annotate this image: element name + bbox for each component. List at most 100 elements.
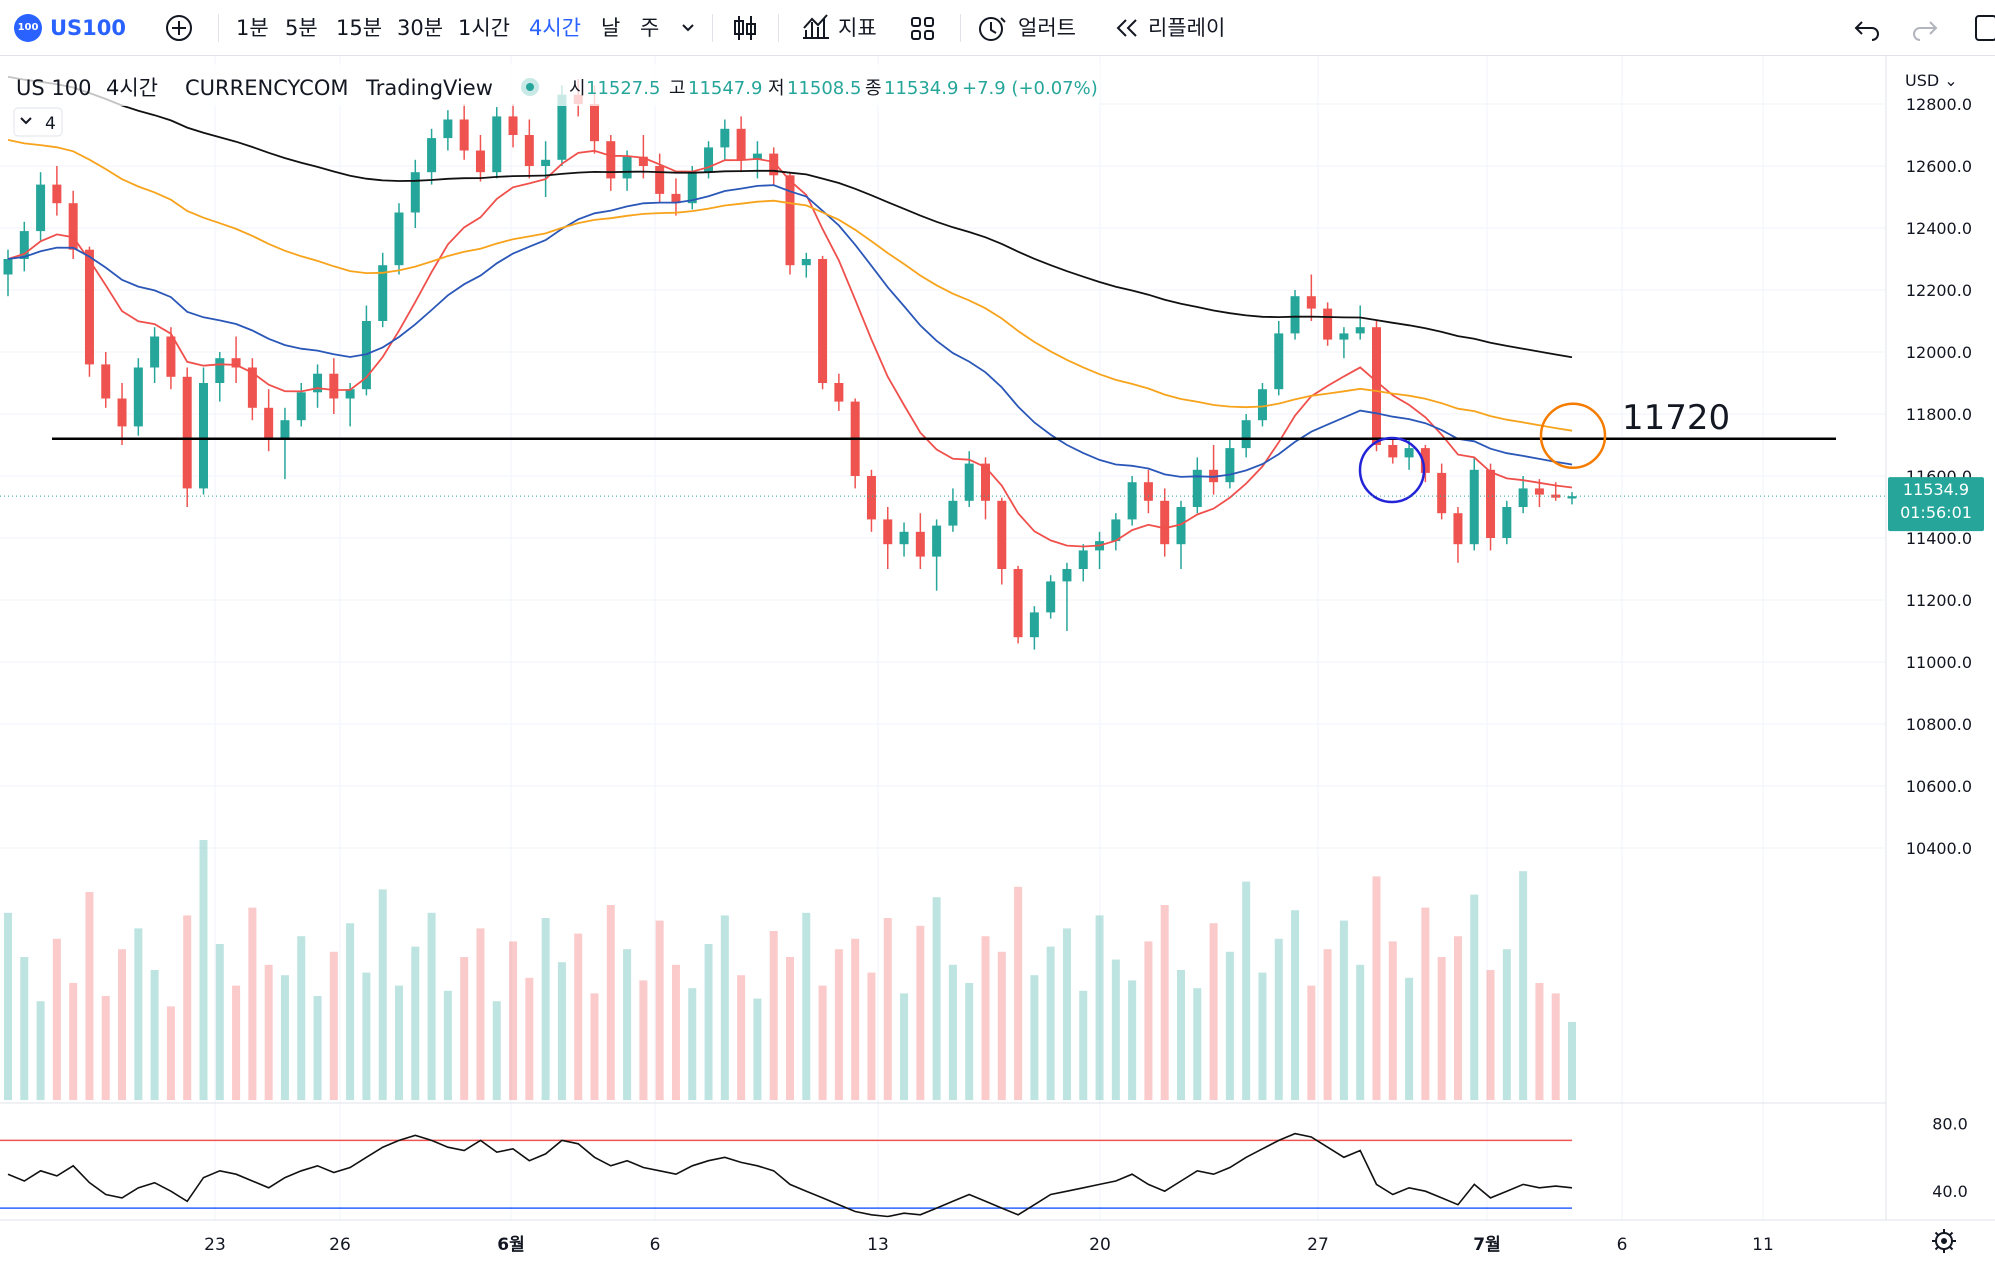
indicators-icon[interactable] bbox=[800, 0, 832, 56]
candle-body[interactable] bbox=[916, 532, 925, 557]
candle-body[interactable] bbox=[1405, 448, 1414, 457]
candle-body[interactable] bbox=[883, 519, 892, 544]
candle-body[interactable] bbox=[1486, 470, 1495, 538]
candle-body[interactable] bbox=[948, 501, 957, 526]
interval-1m[interactable]: 1분 bbox=[236, 0, 269, 56]
alert-button[interactable]: 얼러트 bbox=[1018, 0, 1076, 56]
candle-body[interactable] bbox=[818, 259, 827, 383]
candle-body[interactable] bbox=[1242, 420, 1251, 448]
candle-body[interactable] bbox=[737, 129, 746, 160]
symbol-logo-icon[interactable]: 100 bbox=[14, 14, 42, 42]
candle-body[interactable] bbox=[1339, 333, 1348, 339]
candle-body[interactable] bbox=[1258, 389, 1267, 420]
candle-body[interactable] bbox=[623, 157, 632, 179]
candle-body[interactable] bbox=[1307, 296, 1316, 308]
candle-body[interactable] bbox=[867, 476, 876, 519]
candle-body[interactable] bbox=[1046, 581, 1055, 612]
interval-15m[interactable]: 15분 bbox=[336, 0, 382, 56]
candle-body[interactable] bbox=[1291, 296, 1300, 333]
candle-body[interactable] bbox=[997, 501, 1006, 569]
candle-body[interactable] bbox=[655, 166, 664, 194]
candle-body[interactable] bbox=[1323, 309, 1332, 340]
interval-30m[interactable]: 30분 bbox=[397, 0, 443, 56]
redo-icon[interactable] bbox=[1910, 0, 1940, 56]
indicators-button[interactable]: 지표 bbox=[838, 0, 877, 56]
compare-plus-icon[interactable] bbox=[164, 0, 194, 56]
currency-label[interactable]: USD ⌄ bbox=[1905, 71, 1958, 90]
candle-body[interactable] bbox=[1030, 612, 1039, 637]
replay-rewind-icon[interactable] bbox=[1112, 0, 1140, 56]
candle-body[interactable] bbox=[590, 104, 599, 141]
candle-body[interactable] bbox=[1193, 470, 1202, 507]
candle-body[interactable] bbox=[1437, 473, 1446, 513]
candle-body[interactable] bbox=[215, 358, 224, 383]
candle-body[interactable] bbox=[427, 138, 436, 172]
time-axis[interactable] bbox=[0, 1220, 1995, 1263]
candle-body[interactable] bbox=[297, 392, 306, 420]
candle-body[interactable] bbox=[85, 250, 94, 365]
candle-body[interactable] bbox=[720, 129, 729, 148]
candle-body[interactable] bbox=[1128, 482, 1137, 519]
candle-body[interactable] bbox=[1453, 513, 1462, 544]
candle-body[interactable] bbox=[900, 532, 909, 544]
layout-panel-icon[interactable] bbox=[1972, 0, 1995, 56]
candle-body[interactable] bbox=[1519, 488, 1528, 507]
candle-body[interactable] bbox=[1225, 448, 1234, 482]
candle-body[interactable] bbox=[411, 172, 420, 212]
candle-body[interactable] bbox=[525, 135, 534, 166]
interval-week[interactable]: 주 bbox=[640, 0, 659, 56]
interval-day[interactable]: 날 bbox=[601, 0, 620, 56]
candle-body[interactable] bbox=[1144, 482, 1153, 501]
candle-body[interactable] bbox=[264, 408, 273, 439]
candle-body[interactable] bbox=[802, 259, 811, 265]
settings-gear-icon[interactable] bbox=[1932, 1229, 1956, 1253]
orange-circle-annotation[interactable] bbox=[1541, 404, 1605, 468]
candle-body[interactable] bbox=[1470, 470, 1479, 544]
candle-body[interactable] bbox=[52, 185, 61, 204]
candle-body[interactable] bbox=[1160, 501, 1169, 544]
candle-body[interactable] bbox=[118, 399, 127, 427]
candle-body[interactable] bbox=[1274, 333, 1283, 389]
candle-body[interactable] bbox=[786, 175, 795, 265]
candle-body[interactable] bbox=[166, 337, 175, 377]
candle-body[interactable] bbox=[1356, 327, 1365, 333]
candle-body[interactable] bbox=[541, 160, 550, 166]
level-annotation-label[interactable]: 11720 bbox=[1622, 398, 1730, 438]
replay-button[interactable]: 리플레이 bbox=[1148, 0, 1225, 56]
candle-body[interactable] bbox=[492, 116, 501, 172]
interval-5m[interactable]: 5분 bbox=[285, 0, 318, 56]
candle-body[interactable] bbox=[509, 116, 518, 135]
candle-body[interactable] bbox=[395, 213, 404, 266]
undo-icon[interactable] bbox=[1852, 0, 1882, 56]
candle-body[interactable] bbox=[932, 526, 941, 557]
candle-body[interactable] bbox=[965, 464, 974, 501]
candle-body[interactable] bbox=[134, 368, 143, 427]
interval-1h[interactable]: 1시간 bbox=[458, 0, 510, 56]
candle-body[interactable] bbox=[101, 364, 110, 398]
candle-body[interactable] bbox=[981, 464, 990, 501]
candle-body[interactable] bbox=[688, 172, 697, 203]
chart-canvas[interactable]: 11720 USD ⌄12800.012600.012400.012200.01… bbox=[0, 56, 1995, 1263]
alert-clock-icon[interactable] bbox=[977, 0, 1009, 56]
candle-body[interactable] bbox=[443, 120, 452, 139]
interval-4h[interactable]: 4시간 bbox=[529, 0, 581, 56]
candle-body[interactable] bbox=[1014, 569, 1023, 637]
candle-body[interactable] bbox=[834, 383, 843, 402]
candle-body[interactable] bbox=[199, 383, 208, 488]
candle-body[interactable] bbox=[476, 151, 485, 173]
candle-body[interactable] bbox=[1079, 550, 1088, 569]
candle-body[interactable] bbox=[36, 185, 45, 232]
candle-body[interactable] bbox=[280, 420, 289, 439]
candle-body[interactable] bbox=[1388, 445, 1397, 457]
legend-symbol[interactable]: US 100 bbox=[16, 76, 91, 100]
candle-body[interactable] bbox=[329, 374, 338, 399]
interval-dropdown-chevron-icon[interactable] bbox=[678, 0, 698, 56]
layout-grid-icon[interactable] bbox=[908, 0, 938, 56]
candle-body[interactable] bbox=[150, 337, 159, 368]
candle-body[interactable] bbox=[460, 120, 469, 151]
candles-chart-type-icon[interactable] bbox=[730, 0, 760, 56]
candle-body[interactable] bbox=[4, 259, 13, 275]
candle-body[interactable] bbox=[1535, 488, 1544, 494]
symbol-search-button[interactable]: US100 bbox=[50, 0, 126, 56]
candle-body[interactable] bbox=[1372, 327, 1381, 445]
